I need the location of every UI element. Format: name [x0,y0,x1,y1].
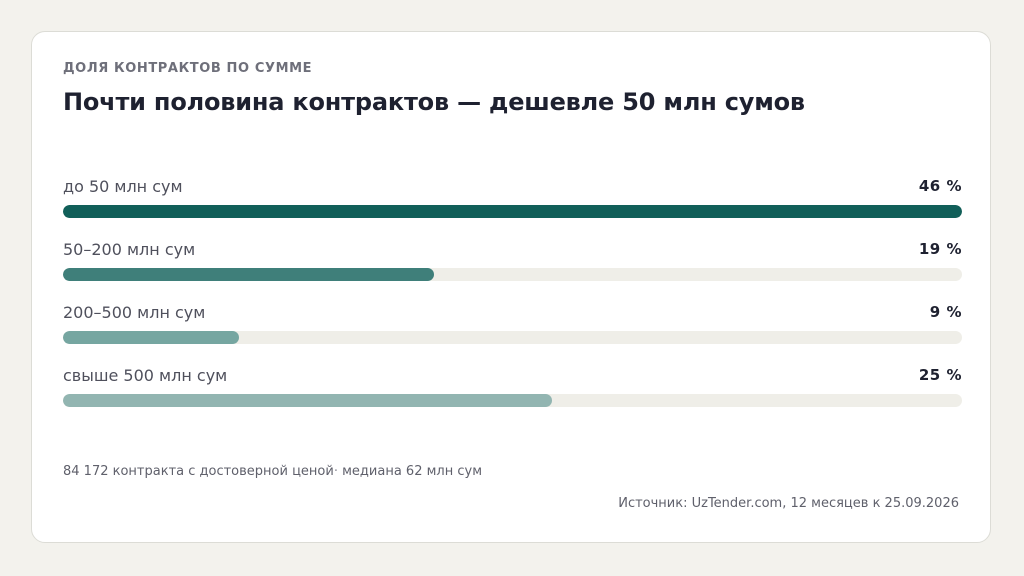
footnote: 84 172 контракта с достоверной ценой· ме… [63,464,482,479]
bar-label: до 50 млн сум [63,177,183,196]
bar-row: свыше 500 млн сум 25 % [63,366,962,414]
footnote-median: медиана 62 млн сум [342,464,483,479]
bar-track [63,331,962,344]
bar-row: до 50 млн сум 46 % [63,177,962,225]
chart-title: Почти половина контрактов — дешевле 50 м… [63,88,805,116]
bar-fill [63,205,962,218]
bar-label: свыше 500 млн сум [63,366,228,385]
bar-track [63,394,962,407]
bar-label: 50–200 млн сум [63,240,196,259]
footnote-count: 84 172 контракта с достоверной ценой [63,464,334,479]
chart-card: ДОЛЯ КОНТРАКТОВ ПО СУММЕ Почти половина … [31,31,991,543]
bar-fill [63,331,239,344]
bar-value-label: 19 % [918,240,962,258]
bar-track [63,205,962,218]
bar-value-label: 9 % [929,303,962,321]
footnote-separator: · [333,464,338,479]
bar-row: 50–200 млн сум 19 % [63,240,962,288]
source-credit: Источник: UzTender.com, 12 месяцев к 25.… [618,496,959,511]
bar-label: 200–500 млн сум [63,303,206,322]
bar-fill [63,268,434,281]
bar-value-label: 25 % [918,366,962,384]
bar-fill [63,394,552,407]
bar-value-label: 46 % [918,177,962,195]
bar-row: 200–500 млн сум 9 % [63,303,962,351]
bar-track [63,268,962,281]
chart-eyebrow: ДОЛЯ КОНТРАКТОВ ПО СУММЕ [63,61,313,76]
